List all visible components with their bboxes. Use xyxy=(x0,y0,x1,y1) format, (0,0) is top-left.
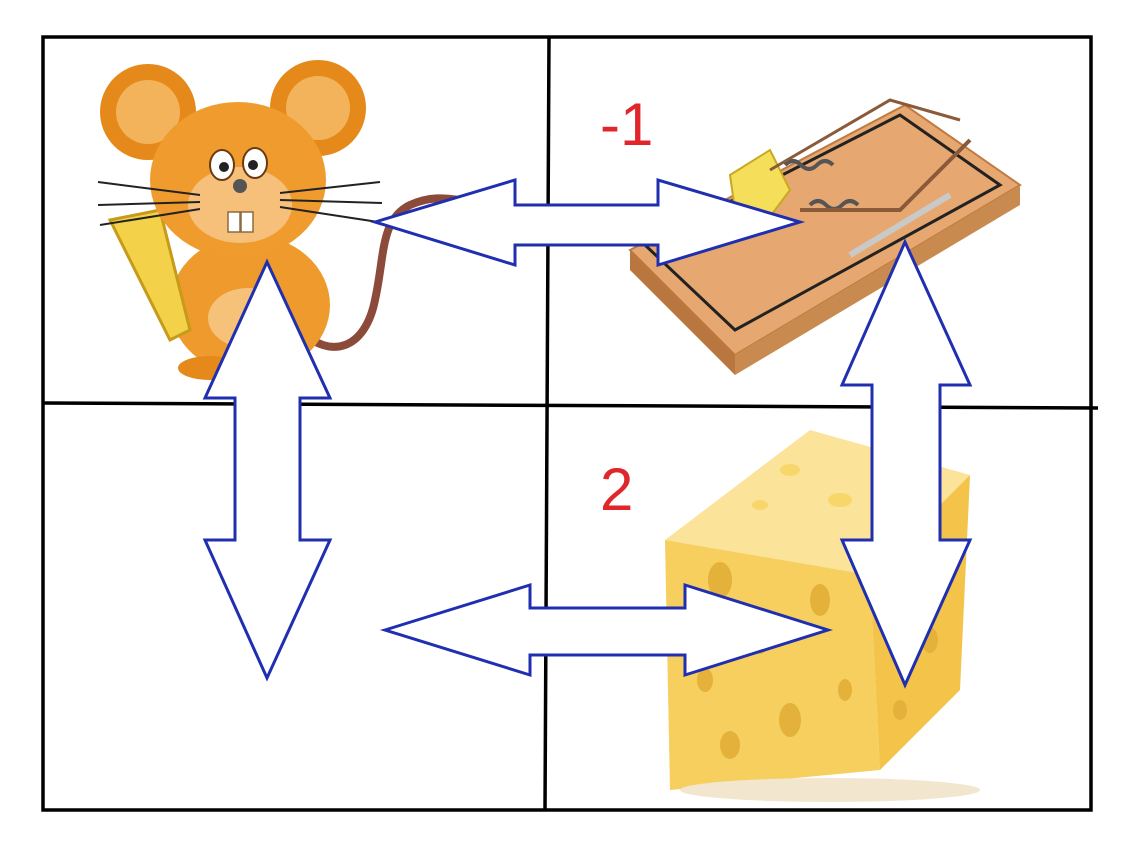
mousetrap-icon xyxy=(628,98,1022,375)
arrow-mouse-empty xyxy=(202,258,333,682)
arrow-mouse-mousetrap xyxy=(369,177,806,268)
mouse-icon xyxy=(97,60,464,380)
grid-line-vertical xyxy=(543,36,551,811)
trap-reward-label: -1 xyxy=(600,91,653,158)
cheese-reward-label: 2 xyxy=(600,456,633,523)
arrow-empty-cheese xyxy=(379,582,833,678)
arrow-mousetrap-cheese xyxy=(839,238,973,689)
